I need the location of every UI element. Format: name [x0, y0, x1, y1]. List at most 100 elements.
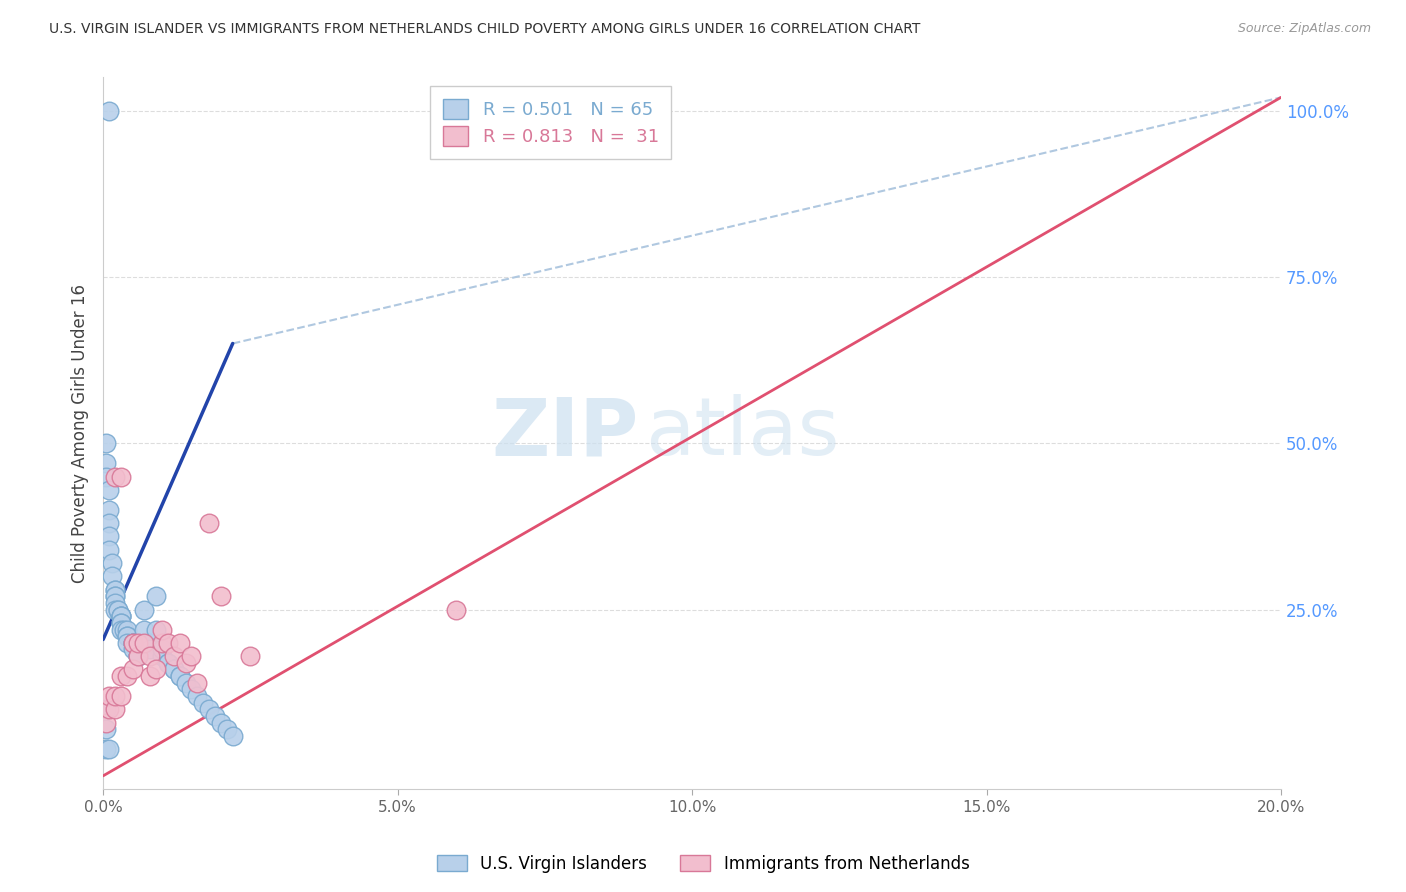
Point	[239, 649, 262, 664]
Point	[209, 589, 232, 603]
Point	[204, 709, 226, 723]
Point	[98, 529, 121, 543]
Point	[169, 669, 191, 683]
Point	[110, 609, 132, 624]
Point	[104, 589, 127, 603]
Point	[110, 615, 132, 630]
Point	[180, 682, 202, 697]
Text: U.S. VIRGIN ISLANDER VS IMMIGRANTS FROM NETHERLANDS CHILD POVERTY AMONG GIRLS UN: U.S. VIRGIN ISLANDER VS IMMIGRANTS FROM …	[49, 22, 921, 37]
Point	[94, 456, 117, 470]
Point	[163, 649, 186, 664]
Point	[98, 483, 121, 497]
Point	[134, 623, 156, 637]
Point	[115, 623, 138, 637]
Text: Source: ZipAtlas.com: Source: ZipAtlas.com	[1237, 22, 1371, 36]
Point	[198, 702, 221, 716]
Point	[156, 656, 179, 670]
Point	[94, 702, 117, 716]
Point	[209, 715, 232, 730]
Point	[115, 636, 138, 650]
Point	[104, 589, 127, 603]
Point	[94, 469, 117, 483]
Point	[169, 636, 191, 650]
Point	[112, 623, 135, 637]
Point	[145, 662, 167, 676]
Point	[98, 702, 121, 716]
Point	[174, 656, 197, 670]
Point	[110, 469, 132, 483]
Point	[134, 636, 156, 650]
Point	[180, 649, 202, 664]
Point	[98, 103, 121, 118]
Point	[150, 649, 173, 664]
Point	[104, 582, 127, 597]
Point	[156, 656, 179, 670]
Point	[121, 636, 143, 650]
Point	[110, 609, 132, 624]
Point	[193, 696, 215, 710]
Point	[104, 469, 127, 483]
Point	[150, 636, 173, 650]
Text: ZIP: ZIP	[492, 394, 640, 472]
Point	[127, 649, 149, 664]
Point	[215, 723, 238, 737]
Point	[98, 742, 121, 756]
Point	[115, 629, 138, 643]
Point	[145, 589, 167, 603]
Point	[115, 669, 138, 683]
Point	[98, 542, 121, 557]
Point	[101, 556, 124, 570]
Point	[101, 569, 124, 583]
Point	[98, 689, 121, 703]
Legend: U.S. Virgin Islanders, Immigrants from Netherlands: U.S. Virgin Islanders, Immigrants from N…	[430, 848, 976, 880]
Point	[139, 669, 162, 683]
Point	[186, 675, 208, 690]
Point	[127, 649, 149, 664]
Point	[127, 649, 149, 664]
Point	[107, 602, 129, 616]
Point	[127, 636, 149, 650]
Point	[121, 642, 143, 657]
Point	[98, 516, 121, 530]
Point	[104, 689, 127, 703]
Point	[104, 702, 127, 716]
Point	[127, 642, 149, 657]
Point	[446, 103, 468, 118]
Point	[94, 436, 117, 450]
Point	[104, 596, 127, 610]
Point	[169, 669, 191, 683]
Y-axis label: Child Poverty Among Girls Under 16: Child Poverty Among Girls Under 16	[72, 284, 89, 582]
Point	[139, 642, 162, 657]
Point	[446, 602, 468, 616]
Point	[221, 729, 243, 743]
Point	[174, 675, 197, 690]
Point	[110, 623, 132, 637]
Point	[107, 602, 129, 616]
Point	[104, 582, 127, 597]
Point	[110, 609, 132, 624]
Point	[139, 649, 162, 664]
Point	[121, 636, 143, 650]
Point	[186, 689, 208, 703]
Point	[163, 662, 186, 676]
Point	[110, 615, 132, 630]
Point	[127, 649, 149, 664]
Point	[121, 636, 143, 650]
Point	[115, 629, 138, 643]
Point	[121, 662, 143, 676]
Text: atlas: atlas	[645, 394, 839, 472]
Legend: R = 0.501   N = 65, R = 0.813   N =  31: R = 0.501 N = 65, R = 0.813 N = 31	[430, 87, 671, 159]
Point	[110, 689, 132, 703]
Point	[139, 636, 162, 650]
Point	[134, 602, 156, 616]
Point	[104, 602, 127, 616]
Point	[94, 715, 117, 730]
Point	[121, 636, 143, 650]
Point	[98, 503, 121, 517]
Point	[145, 623, 167, 637]
Point	[150, 642, 173, 657]
Point	[110, 669, 132, 683]
Point	[150, 623, 173, 637]
Point	[94, 723, 117, 737]
Point	[156, 636, 179, 650]
